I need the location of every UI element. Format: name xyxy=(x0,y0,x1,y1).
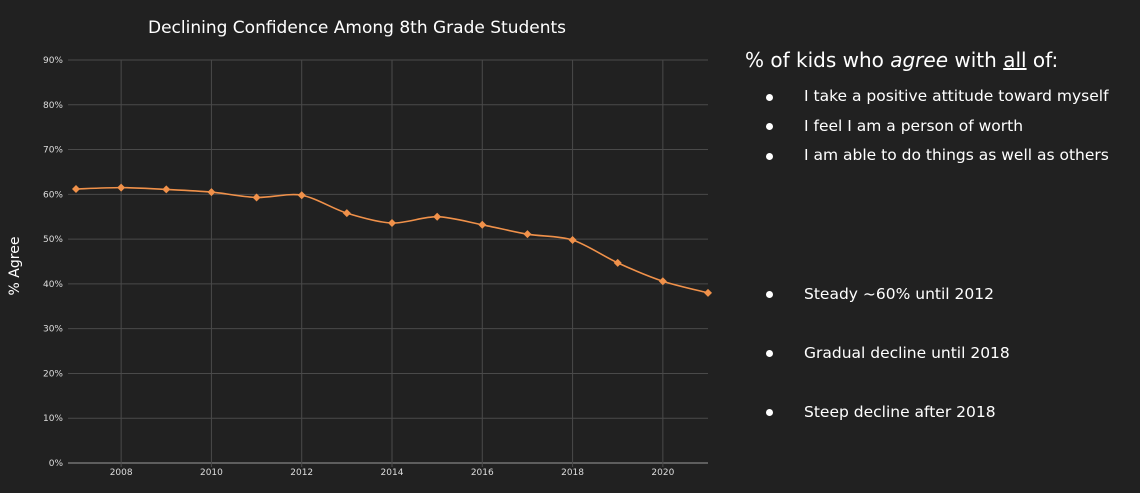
y-tick-label: 60% xyxy=(43,190,63,200)
bullet-dot-icon xyxy=(766,152,773,160)
y-tick-label: 30% xyxy=(43,325,63,335)
y-tick-label: 50% xyxy=(43,235,63,245)
observation-item: Steady ~60% until 2012 xyxy=(745,280,1010,339)
criteria-item: I feel I am a person of worth xyxy=(745,112,1135,142)
x-axis-ticks: 2008 2010 2012 2014 2016 2018 2020 xyxy=(110,468,675,478)
observation-text: Gradual decline until 2018 xyxy=(804,344,1010,362)
x-tick-label: 2012 xyxy=(290,468,313,478)
observation-item: Steep decline after 2018 xyxy=(745,398,1010,457)
criteria-text: I feel I am a person of worth xyxy=(804,116,1024,135)
y-axis-label: % Agree xyxy=(7,237,23,296)
bullet-dot-icon xyxy=(766,350,773,357)
y-tick-label: 80% xyxy=(43,101,63,111)
criteria-item: I am able to do things as well as others xyxy=(745,141,1135,171)
line-chart: Declining Confidence Among 8th Grade Stu… xyxy=(7,18,712,478)
criteria-text: I take a positive attitude toward myself xyxy=(804,87,1109,105)
data-series xyxy=(72,183,712,297)
observation-item: Gradual decline until 2018 xyxy=(745,339,1010,398)
data-point-marker xyxy=(207,188,216,197)
x-tick-label: 2010 xyxy=(200,468,223,478)
y-tick-label: 90% xyxy=(43,56,63,66)
x-tick-label: 2008 xyxy=(110,468,133,478)
heading-agree: agree xyxy=(890,48,949,72)
y-tick-label: 40% xyxy=(43,280,63,290)
data-point-marker xyxy=(388,218,396,227)
y-tick-label: 70% xyxy=(43,146,63,156)
criteria-list: I take a positive attitude toward myself… xyxy=(745,82,1135,171)
data-point-marker xyxy=(162,185,171,194)
data-point-marker xyxy=(117,183,126,192)
data-point-marker xyxy=(704,288,712,297)
observation-text: Steep decline after 2018 xyxy=(804,403,996,421)
bullet-dot-icon xyxy=(766,123,773,131)
x-tick-label: 2016 xyxy=(471,468,494,478)
data-point-marker xyxy=(297,191,306,200)
y-tick-label: 20% xyxy=(43,369,63,379)
criteria-text: I am able to do things as well as others xyxy=(804,146,1109,164)
heading-prefix: % of kids who xyxy=(745,48,891,72)
gridlines xyxy=(68,59,708,467)
y-tick-label: 10% xyxy=(43,414,63,424)
data-point-marker xyxy=(658,277,667,286)
data-point-marker xyxy=(523,230,532,239)
heading-suffix: of: xyxy=(1026,48,1059,72)
x-tick-label: 2014 xyxy=(381,468,404,478)
info-panel: % of kids who agree with all of: I take … xyxy=(745,48,1135,421)
data-point-marker xyxy=(72,184,80,193)
y-axis-ticks: 0% 10% 20% 30% 40% 50% 60% 70% 80% 90% xyxy=(43,56,63,469)
chart-title: Declining Confidence Among 8th Grade Stu… xyxy=(148,18,566,38)
data-point-marker xyxy=(613,258,622,267)
bullet-dot-icon xyxy=(766,93,773,101)
y-tick-label: 0% xyxy=(49,459,64,469)
observations-list: Steady ~60% until 2012 Gradual decline u… xyxy=(745,280,1010,457)
criteria-item: I take a positive attitude toward myself xyxy=(745,82,1135,112)
observation-text: Steady ~60% until 2012 xyxy=(804,285,994,303)
x-tick-label: 2018 xyxy=(561,468,584,478)
data-point-marker xyxy=(252,193,261,202)
data-point-marker xyxy=(568,236,577,245)
panel-heading: % of kids who agree with all of: xyxy=(745,48,1135,72)
bullet-dot-icon xyxy=(766,291,773,298)
data-point-marker xyxy=(478,220,487,229)
x-tick-label: 2020 xyxy=(651,468,674,478)
data-point-marker xyxy=(433,212,442,221)
bullet-dot-icon xyxy=(766,409,773,416)
data-point-marker xyxy=(342,209,351,218)
heading-middle: with xyxy=(948,48,1004,72)
heading-all: all xyxy=(1003,48,1027,72)
